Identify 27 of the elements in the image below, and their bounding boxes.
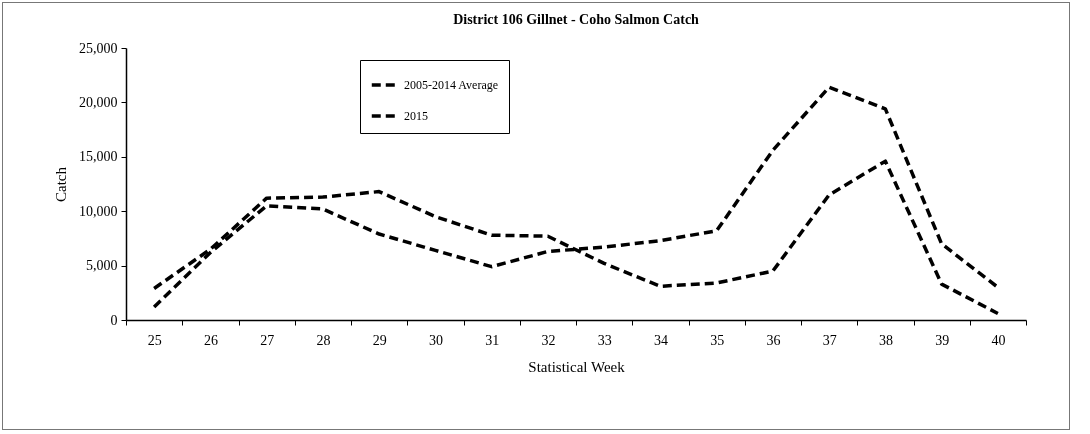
x-tick-label: 25 [147,332,162,348]
x-tick-label: 28 [316,332,331,348]
x-tick-label: 36 [766,332,781,348]
x-axis-title: Statistical Week [528,358,626,375]
x-tick-label: 34 [653,332,668,348]
x-tick-label: 30 [428,332,443,348]
legend-label: 2015 [404,109,428,123]
x-tick-label: 33 [597,332,612,348]
chart-title: District 106 Gillnet - Coho Salmon Catch [453,12,700,27]
x-tick-label: 37 [822,332,837,348]
x-tick-label: 31 [485,332,500,348]
y-tick-label: 10,000 [79,203,118,219]
y-tick-label: 15,000 [79,149,118,165]
x-tick-label: 26 [203,332,218,348]
y-axis-title: Catch [53,166,69,202]
y-tick-label: 5,000 [86,258,118,274]
x-tick-label: 35 [710,332,725,348]
y-tick-label: 25,000 [79,40,118,56]
x-tick-label: 40 [991,332,1006,348]
x-tick-label: 29 [372,332,387,348]
x-tick-label: 27 [260,332,275,348]
y-tick-label: 20,000 [79,94,118,110]
x-tick-label: 39 [935,332,950,348]
y-tick-label: 0 [110,312,118,328]
legend-label: 2005-2014 Average [404,78,499,92]
x-tick-label: 38 [878,332,893,348]
x-tick-label: 32 [541,332,556,348]
